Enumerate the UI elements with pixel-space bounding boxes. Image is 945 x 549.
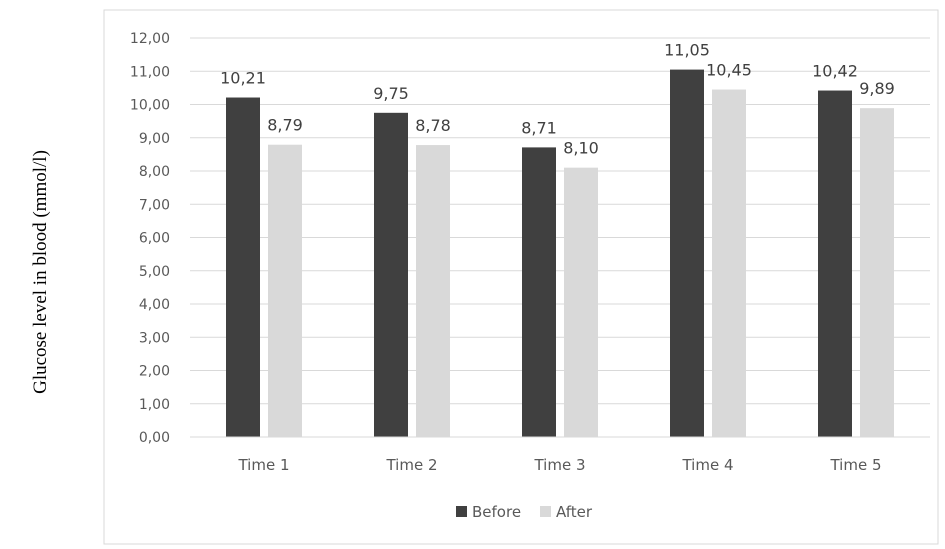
x-axis-categories: Time 1 Time 2 Time 3 Time 4 Time 5 [237,456,881,474]
bars [226,69,894,438]
x-category-label: Time 2 [385,456,437,474]
data-label: 10,21 [220,69,266,88]
y-tick-label: 7,00 [139,197,170,213]
x-category-label: Time 1 [237,456,289,474]
y-tick-label: 11,00 [130,64,170,80]
data-label: 8,79 [267,116,303,135]
legend-label-after: After [556,503,593,521]
y-axis-ticks: 0,00 1,00 2,00 3,00 4,00 5,00 6,00 7,00 8,00 9,00… [130,31,170,446]
data-label: 9,89 [859,79,895,98]
bar-after-1 [268,144,302,438]
bar-after-4 [712,89,746,437]
bar-after-3 [564,167,598,438]
y-tick-label: 9,00 [139,131,170,147]
y-tick-label: 12,00 [130,31,170,47]
y-tick-label: 6,00 [139,231,170,247]
legend-swatch-before [456,506,467,517]
bar-before-2 [374,112,408,437]
legend: Before After [456,503,593,521]
y-tick-label: 3,00 [139,330,170,346]
data-label: 8,78 [415,116,451,135]
data-label: 8,71 [521,118,557,137]
y-tick-label: 1,00 [139,397,170,413]
bar-before-1 [226,97,260,437]
y-tick-label: 2,00 [139,364,170,380]
bar-after-5 [860,108,894,437]
data-label: 8,10 [563,139,599,158]
bar-before-5 [818,90,852,437]
bar-before-3 [522,147,556,437]
legend-label-before: Before [472,503,521,521]
gridlines [190,37,930,405]
y-tick-label: 4,00 [139,297,170,313]
legend-swatch-after [540,506,551,517]
bar-before-4 [670,69,704,438]
data-label: 10,45 [706,61,752,80]
data-label: 9,75 [373,84,409,103]
y-axis-title: Glucose level in blood (mmol/l) [30,150,51,394]
y-tick-label: 0,00 [139,430,170,446]
x-category-label: Time 3 [533,456,585,474]
x-category-label: Time 4 [681,456,733,474]
chart-frame [103,9,939,545]
y-tick-label: 5,00 [139,264,170,280]
bar-after-2 [416,145,450,437]
y-tick-label: 10,00 [130,98,170,114]
data-label: 11,05 [664,41,710,60]
y-tick-label: 8,00 [139,164,170,180]
x-category-label: Time 5 [829,456,881,474]
data-label: 10,42 [812,62,858,81]
